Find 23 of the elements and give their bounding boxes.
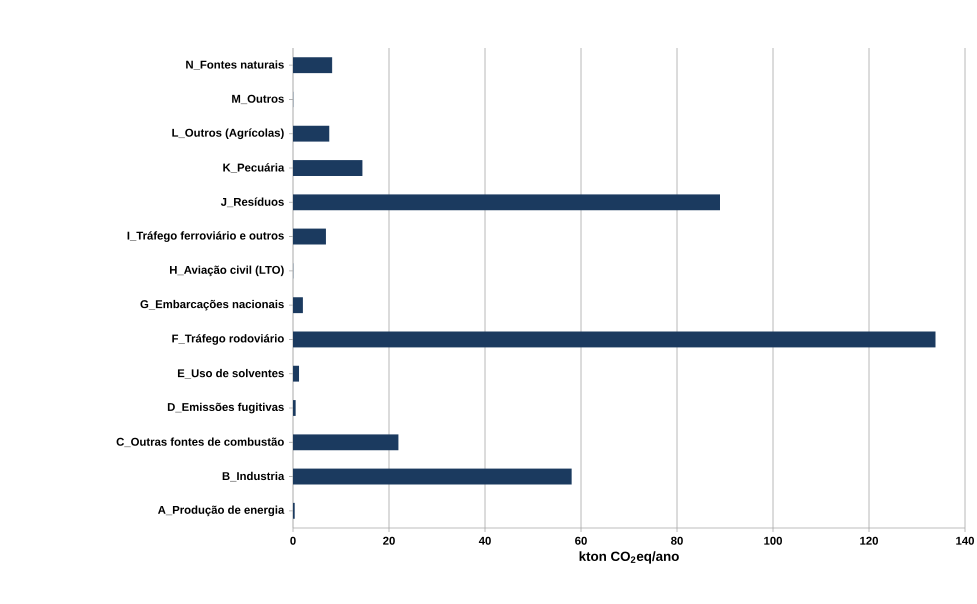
x-axis-title: kton CO$_{2}$eq/ano: [580, 551, 679, 564]
y-tick-label: F_Tráfego rodoviário: [172, 334, 284, 345]
y-tick-label: E_Uso de solventes: [178, 368, 284, 379]
x-tick-label: 60: [575, 536, 587, 545]
y-tick-label: L_Outros (Agrícolas): [172, 128, 284, 140]
y-tick-label: D_Emissões fugitivas: [168, 402, 284, 414]
y-tick-label: G_Embarcações nacionais: [140, 300, 284, 310]
x-tick-label: 140: [956, 536, 974, 545]
y-tick-label: I_Tráfego ferroviário e outros: [128, 231, 284, 242]
x-tick-label: 120: [860, 536, 878, 545]
y-tick-label: J_Resíduos: [220, 197, 284, 208]
x-tick-label: 40: [478, 536, 491, 545]
y-tick-label: A_Produção de energia: [158, 506, 284, 516]
x-tick-label: 80: [671, 536, 683, 545]
y-tick-label: M_Outros: [232, 94, 284, 104]
y-tick-label: N_Fontes naturais: [186, 60, 284, 70]
y-tick-label: C_Outras fontes de combustão: [116, 437, 284, 448]
x-tick-label: 0: [290, 536, 296, 545]
x-tick-label: 100: [764, 536, 782, 545]
y-tick-label: B_Industria: [222, 472, 284, 482]
x-tick-label: 20: [383, 536, 395, 545]
y-tick-label: H_Aviação civil (LTO): [170, 266, 284, 276]
y-tick-label: K_Pecuária: [223, 163, 284, 173]
